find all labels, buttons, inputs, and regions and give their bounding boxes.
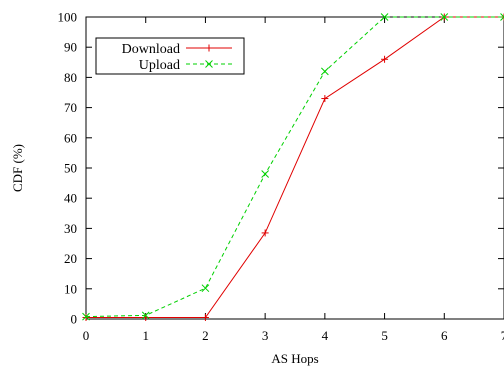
x-tick-label: 1 [142, 328, 149, 343]
data-point-upload [500, 13, 504, 21]
y-tick-label: 0 [71, 312, 78, 327]
y-axis-title: CDF (%) [10, 144, 25, 192]
y-tick-label: 20 [64, 251, 77, 266]
y-tick-label: 10 [64, 281, 77, 296]
x-tick-label: 3 [262, 328, 269, 343]
x-tick-label: 4 [322, 328, 329, 343]
x-tick-label: 7 [501, 328, 504, 343]
data-point-upload [261, 170, 269, 178]
legend-marker-download [205, 44, 213, 52]
data-point-download [201, 313, 209, 321]
y-tick-label: 70 [64, 100, 77, 115]
y-axis: 0 10 20 30 40 50 60 70 80 90 100 [58, 10, 504, 327]
x-tick-label: 5 [381, 328, 388, 343]
data-point-download [321, 95, 329, 103]
x-tick-label: 2 [202, 328, 209, 343]
legend-label-download: Download [122, 42, 180, 57]
y-tick-label: 60 [64, 130, 77, 145]
legend-box [95, 37, 245, 75]
series-line-upload [85, 16, 504, 318]
y-tick-label: 80 [64, 70, 77, 85]
x-tick-label: 6 [441, 328, 448, 343]
data-point-upload [141, 311, 150, 320]
legend-marker-upload [205, 60, 213, 68]
data-point-upload [201, 284, 210, 293]
y-tick-label: 50 [64, 161, 77, 176]
y-tick-label: 100 [58, 10, 78, 25]
y-tick-label: 40 [64, 191, 77, 206]
series-group [82, 13, 504, 321]
x-axis-title: AS Hops [271, 351, 318, 366]
data-point-download [261, 229, 269, 237]
legend-label-upload: Upload [139, 58, 180, 73]
x-tick-label: 0 [83, 328, 90, 343]
series-line-download [86, 16, 504, 318]
y-tick-label: 90 [64, 40, 77, 55]
y-tick-label: 30 [64, 221, 77, 236]
data-point-upload [321, 67, 329, 76]
data-point-upload [380, 13, 389, 21]
data-point-upload [440, 13, 449, 21]
data-point-upload [82, 312, 90, 321]
data-point-download [82, 313, 90, 321]
x-axis: 0 1 2 3 4 5 6 7 [83, 17, 504, 343]
data-point-download [381, 55, 389, 63]
